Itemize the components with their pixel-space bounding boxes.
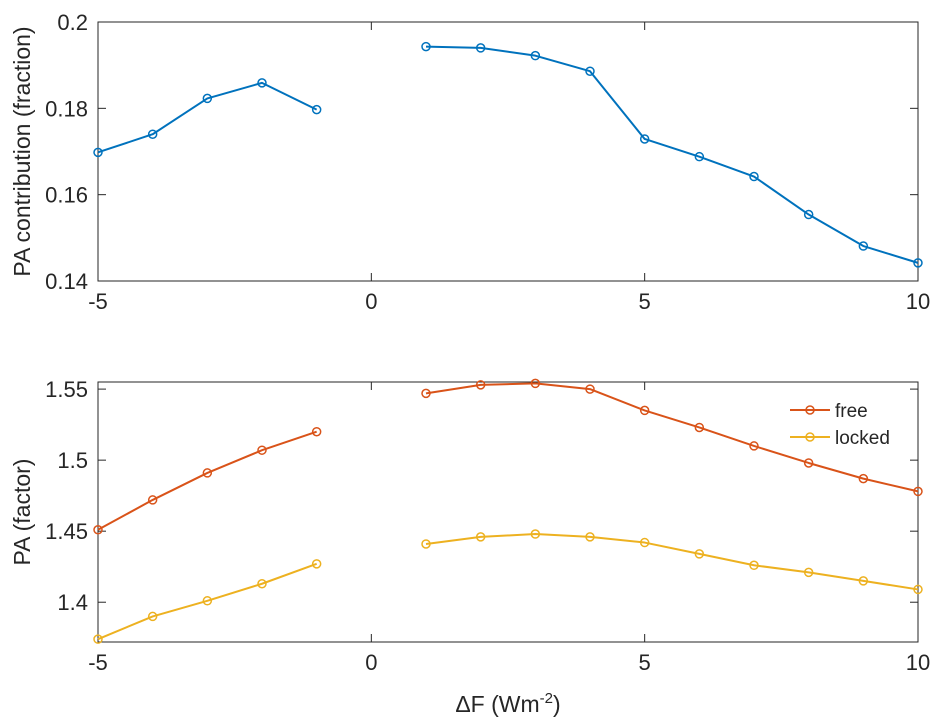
series-locked [93, 529, 923, 644]
data-point [421, 539, 431, 549]
data-point [311, 426, 322, 437]
series-line-segment [425, 382, 919, 493]
data-point [913, 486, 923, 497]
data-point [858, 473, 869, 484]
data-point [530, 529, 541, 539]
legend-label-locked: locked [835, 428, 890, 449]
data-point [147, 495, 158, 505]
x-tick-label: 0 [365, 650, 377, 675]
data-point [530, 378, 541, 389]
data-point [639, 537, 650, 548]
y-axis-label: PA contribution (fraction) [9, 26, 35, 276]
data-point [202, 468, 213, 478]
legend-marker [805, 432, 815, 442]
x-axis-label-main: ΔF (Wm [455, 691, 539, 717]
x-tick-label: 0 [365, 289, 377, 314]
series-line-1 [93, 41, 923, 268]
data-point [913, 584, 923, 595]
data-point [639, 405, 650, 416]
x-tick-label: 5 [639, 650, 651, 675]
data-point [93, 147, 103, 158]
data-point [202, 93, 213, 104]
data-point [913, 258, 923, 268]
axes-box [97, 381, 919, 643]
y-tick-label: 0.14 [45, 269, 88, 294]
axes-box [97, 21, 919, 282]
series-line-segment [425, 45, 919, 264]
data-point [694, 422, 705, 433]
y-tick-label: 0.18 [45, 96, 88, 121]
x-tick-label: -5 [88, 289, 108, 314]
series-line-segment [425, 533, 919, 591]
data-point [147, 611, 158, 622]
legend: free locked [790, 401, 890, 449]
x-tick-label: 10 [906, 650, 930, 675]
data-point [530, 50, 541, 61]
data-point [749, 560, 759, 571]
data-point [93, 525, 103, 535]
data-point [257, 578, 267, 589]
subplot-1: -5 0 5 10 0.14 0.16 0.18 0.2 PA contribution (fr… [9, 10, 930, 314]
data-point [803, 458, 814, 468]
data-point [475, 380, 486, 390]
x-tick-label: 5 [639, 289, 651, 314]
subplot-2: -5 0 5 10 1.4 1.45 1.5 1.55 PA (factor) ΔF (Wm-2)… [9, 377, 930, 717]
data-point [585, 66, 595, 76]
data-point [803, 567, 814, 578]
series-line-segment [97, 562, 318, 641]
data-point [749, 441, 759, 451]
legend-marker [805, 405, 815, 415]
data-point [639, 134, 650, 144]
data-point [475, 43, 486, 53]
data-point [858, 576, 869, 586]
data-point [421, 41, 431, 52]
data-point [93, 634, 103, 644]
y-tick-label: 1.45 [45, 519, 88, 544]
data-point [311, 104, 322, 115]
legend-label-free: free [835, 401, 868, 422]
data-point [311, 559, 322, 569]
data-point [147, 129, 158, 139]
y-tick-label: 0.16 [45, 183, 88, 208]
data-point [202, 596, 213, 606]
data-point [257, 78, 267, 88]
data-point [749, 171, 759, 182]
data-point [257, 445, 267, 455]
data-point [421, 388, 431, 399]
x-axis-label: ΔF (Wm-2) [455, 690, 560, 717]
y-tick-label: 1.55 [45, 377, 88, 402]
series-line-segment [97, 81, 318, 154]
y-axis-label: PA (factor) [9, 459, 35, 566]
data-point [694, 549, 705, 559]
series-free [93, 378, 923, 535]
y-tick-label: 0.2 [57, 10, 88, 35]
data-point [585, 384, 595, 394]
x-axis-label-close: ) [553, 691, 561, 717]
x-axis-label-superscript: -2 [540, 690, 553, 707]
data-point [803, 209, 814, 220]
y-tick-label: 1.4 [57, 590, 88, 615]
x-tick-label: -5 [88, 650, 108, 675]
data-point [694, 151, 705, 162]
x-tick-label: 10 [906, 289, 930, 314]
data-point [858, 241, 869, 251]
data-point [585, 532, 595, 542]
y-tick-label: 1.5 [57, 448, 88, 473]
series-line-segment [97, 430, 317, 531]
data-point [475, 532, 486, 542]
